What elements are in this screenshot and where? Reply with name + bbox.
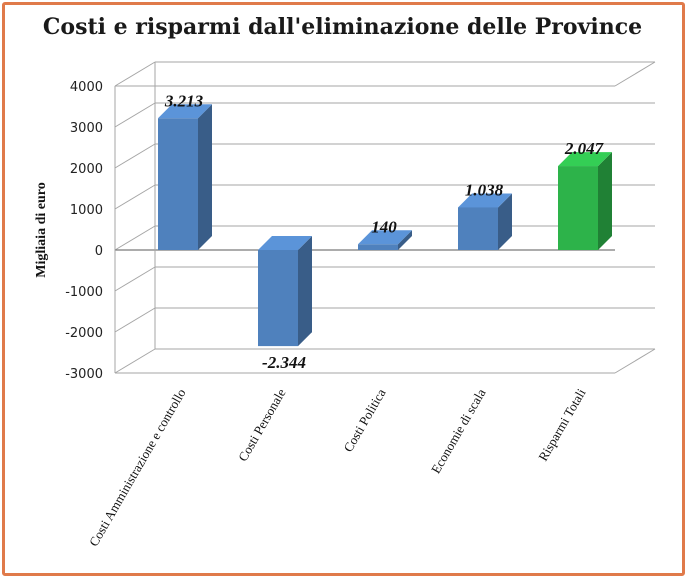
data-label: 2.047 — [564, 139, 605, 158]
gridline — [114, 348, 656, 374]
data-label: -2.344 — [262, 353, 306, 372]
data-label: 1.038 — [465, 180, 504, 199]
bar — [558, 152, 612, 250]
y-tick-label: 3000 — [70, 121, 103, 136]
chart-title: Costi e risparmi dall'eliminazione delle… — [42, 14, 643, 40]
bar — [258, 236, 312, 347]
y-tick-label: 4000 — [70, 80, 103, 95]
y-tick-label: -3000 — [65, 367, 103, 382]
x-tick-label: Costi Politica — [340, 386, 388, 455]
y-tick-label: -2000 — [65, 326, 103, 341]
y-tick-label: 2000 — [70, 162, 103, 177]
y-axis-ticks: 4000 3000 2000 1000 0 -1000 -2000 -3000 — [65, 80, 103, 382]
gridline — [114, 266, 655, 292]
data-label: 3.213 — [164, 91, 204, 110]
gridline — [114, 307, 655, 333]
gridline — [114, 61, 656, 87]
x-tick-label: Costi Personale — [235, 386, 289, 464]
bar — [158, 104, 212, 250]
y-tick-label: 0 — [95, 244, 103, 259]
gridline — [114, 102, 655, 128]
y-axis-label: Migliaia di euro — [34, 182, 49, 277]
bars — [158, 104, 612, 347]
x-tick-label: Economie di scala — [428, 386, 489, 476]
x-axis-ticks: Costi Amministrazione e controllo Costi P… — [86, 386, 589, 549]
x-tick-label: Risparmi Totali — [535, 386, 589, 464]
y-tick-label: 1000 — [70, 203, 103, 218]
y-tick-label: -1000 — [65, 285, 103, 300]
bar — [358, 230, 412, 250]
x-tick-label: Costi Amministrazione e controllo — [86, 386, 189, 549]
grid-layer — [114, 61, 656, 374]
gridline — [114, 143, 655, 169]
data-labels: 3.213 -2.344 140 1.038 2.047 — [164, 91, 605, 372]
bar — [458, 193, 512, 250]
data-label: 140 — [371, 217, 397, 236]
